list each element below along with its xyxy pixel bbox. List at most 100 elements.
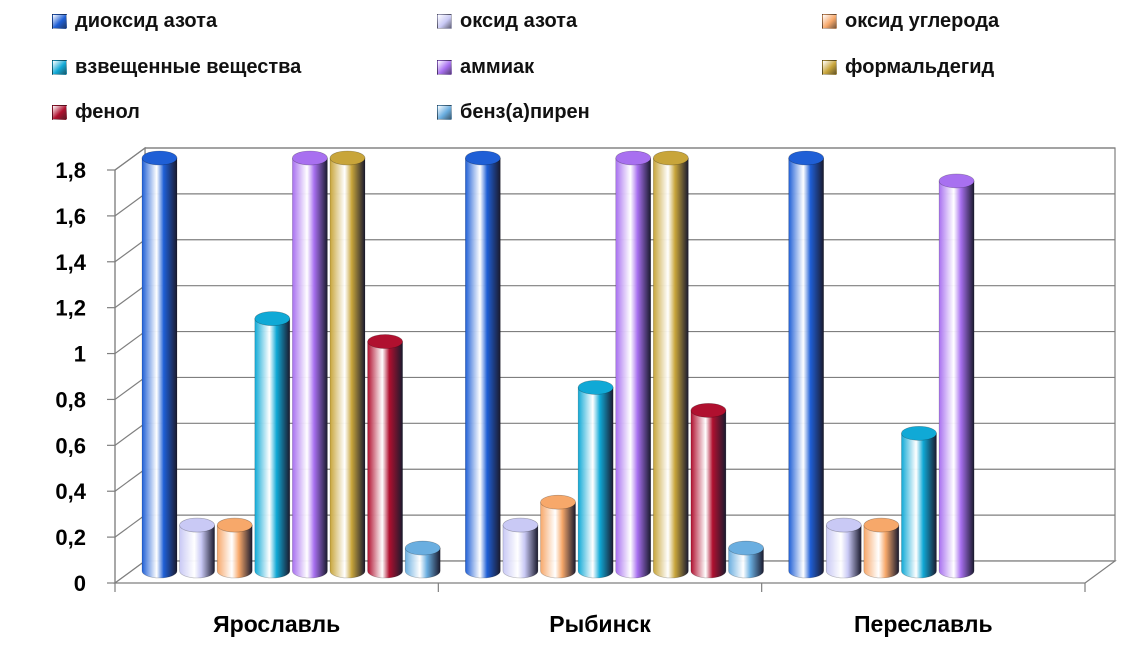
bar-диоксид-азота-ярославль xyxy=(141,150,178,579)
bar-взвещенные-вещества-переславль xyxy=(901,426,937,579)
bar-body xyxy=(404,547,441,579)
x-axis-categories: Ярославль Рыбинск Переславль xyxy=(213,611,993,637)
x-category-label: Ярославль xyxy=(213,611,340,637)
legend-swatch xyxy=(52,60,67,75)
bar-body xyxy=(728,547,764,579)
legend-swatch xyxy=(437,14,452,29)
bar-аммиак-переславль xyxy=(938,173,975,579)
chart-legend: диоксид азота оксид азота оксид углерода вз… xyxy=(0,0,1145,140)
bar-top xyxy=(329,150,366,166)
legend-item-бенз-а-пирен: бенз(а)пирен xyxy=(437,101,590,124)
legend-item-фенол: фенол xyxy=(52,101,140,124)
gridline-side xyxy=(114,147,146,171)
bar-top xyxy=(577,380,614,395)
bar-top xyxy=(825,517,862,533)
bar-top xyxy=(690,403,727,418)
legend-label: оксид углерода xyxy=(845,10,1000,32)
bar-оксид-углерода-рыбинск xyxy=(540,494,576,579)
legend-swatch xyxy=(52,14,67,29)
bar-top xyxy=(901,426,937,441)
bar-top xyxy=(404,540,441,556)
y-tick-label: 0,8 xyxy=(55,387,86,412)
gridline-side xyxy=(114,468,146,492)
legend-item-оксид-углерода: оксид углерода xyxy=(822,10,999,33)
bar-top xyxy=(254,311,291,326)
bar-top xyxy=(367,334,403,349)
legend-swatch xyxy=(822,14,837,29)
bar-body xyxy=(540,501,576,579)
bar-top xyxy=(615,150,652,166)
bar-оксид-азота-ярославль xyxy=(179,517,215,579)
gridline-side xyxy=(114,239,146,263)
bar-body xyxy=(788,157,824,579)
legend-swatch xyxy=(437,105,452,120)
y-tick-label: 0,2 xyxy=(55,525,86,550)
bar-top xyxy=(788,150,824,166)
gridline-side xyxy=(114,285,146,309)
legend-swatch xyxy=(52,105,67,120)
bar-оксид-азота-переславль xyxy=(825,517,862,579)
legend-item-аммиак: аммиак xyxy=(437,56,534,79)
bar-оксид-углерода-ярославль xyxy=(216,517,253,579)
y-tick-label: 1 xyxy=(74,342,86,367)
bar-взвещенные-вещества-рыбинск xyxy=(577,380,614,579)
legend-swatch xyxy=(437,60,452,75)
legend-item-формальдегид: формальдегид xyxy=(822,56,994,79)
bar-top xyxy=(653,150,689,166)
y-tick-label: 1,2 xyxy=(55,296,86,321)
bar-формальдегид-ярославль xyxy=(329,150,366,579)
legend-label: фенол xyxy=(75,101,140,123)
bar-top xyxy=(216,517,253,533)
y-tick-label: 1,8 xyxy=(55,158,86,183)
bar-формальдегид-рыбинск xyxy=(653,150,689,579)
legend-item-оксид-азота: оксид азота xyxy=(437,10,577,33)
bar-body xyxy=(502,524,539,579)
bar-бенз-а-пирен-рыбинск xyxy=(728,540,764,579)
y-tick-label: 1,6 xyxy=(55,204,86,229)
bar-аммиак-ярославль xyxy=(292,150,328,579)
bar-top xyxy=(465,150,501,166)
gridline-side xyxy=(114,422,146,446)
gridline-side xyxy=(114,193,146,217)
legend-label: диоксид азота xyxy=(75,10,218,32)
legend-item-диоксид-азота: диоксид азота xyxy=(52,10,217,33)
bar-top xyxy=(141,150,178,166)
bar-top xyxy=(938,173,975,189)
legend-item-взвещенные-вещества: взвещенные вещества xyxy=(52,56,301,79)
bar-body xyxy=(179,524,215,579)
bar-top xyxy=(728,540,764,556)
legend-label: оксид азота xyxy=(460,10,578,32)
bar-top xyxy=(502,517,539,533)
bar-фенол-рыбинск xyxy=(690,403,727,579)
x-category-label: Переславль xyxy=(854,611,993,637)
bar-top xyxy=(540,494,576,510)
bar-body xyxy=(901,433,937,579)
gridline-side xyxy=(114,376,146,400)
x-category-label: Рыбинск xyxy=(549,611,651,637)
bars xyxy=(141,150,975,579)
y-tick-label: 0 xyxy=(74,571,86,596)
bar-body xyxy=(577,387,614,579)
gridline-side xyxy=(114,514,146,538)
bar-body xyxy=(825,524,862,579)
y-axis-ticks: 0 0,2 0,4 0,6 0,8 1 1,2 1,4 1,6 1,8 xyxy=(55,158,86,596)
bar-фенол-ярославль xyxy=(367,334,403,579)
bar-body xyxy=(141,157,178,579)
bar-body xyxy=(653,157,689,579)
bar-top xyxy=(292,150,328,166)
bar-body xyxy=(863,524,900,579)
bar-аммиак-рыбинск xyxy=(615,150,652,579)
bar-top xyxy=(179,517,215,533)
legend-label: аммиак xyxy=(460,56,535,78)
legend-label: формальдегид xyxy=(845,56,995,78)
bar-body xyxy=(292,157,328,579)
bar-body xyxy=(329,157,366,579)
bar-body xyxy=(690,410,727,579)
bar-body xyxy=(938,180,975,579)
gridline-side xyxy=(114,331,146,355)
y-tick-label: 0,6 xyxy=(55,433,86,458)
y-tick-label: 0,4 xyxy=(55,479,86,504)
bar-body xyxy=(216,524,253,579)
bar-body xyxy=(367,341,403,579)
bar-бенз-а-пирен-ярославль xyxy=(404,540,441,579)
